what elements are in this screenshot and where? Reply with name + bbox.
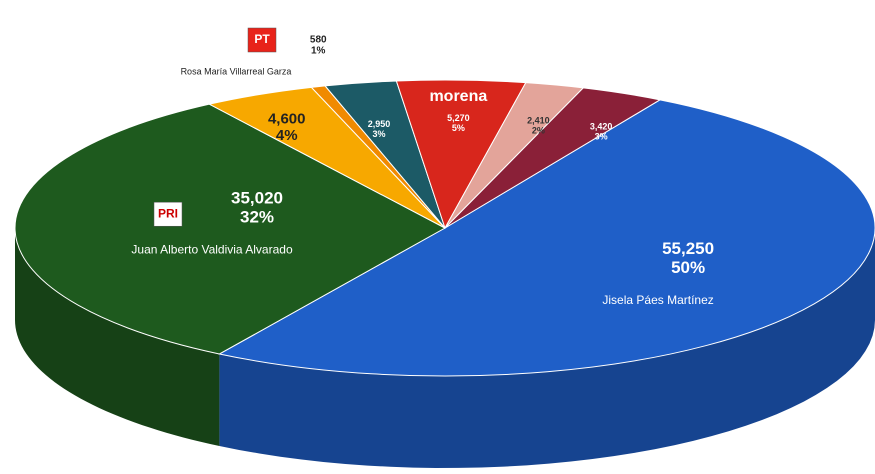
- candidate-name: Juan Alberto Valdivia Alvarado: [131, 242, 293, 256]
- value-label: 5,270: [447, 113, 470, 123]
- slice-side: [219, 228, 875, 468]
- percent-label: 3%: [373, 129, 386, 139]
- party-logo-text: morena: [429, 88, 487, 105]
- party-logo-text: PRI: [158, 206, 178, 220]
- value-label: 3,420: [590, 122, 613, 132]
- slice: [444, 87, 662, 229]
- percent-label: 4%: [276, 127, 298, 144]
- candidate-name: Rosa María Villarreal Garza: [181, 66, 292, 76]
- value-label: 580: [310, 35, 327, 46]
- value-label: 35,020: [231, 189, 283, 208]
- value-label: 2,950: [368, 119, 391, 129]
- percent-label: 5%: [452, 123, 465, 133]
- value-label: 2,410: [527, 116, 550, 126]
- percent-label: 3%: [595, 132, 608, 142]
- percent-label: 32%: [240, 207, 274, 226]
- slice: [217, 99, 875, 377]
- percent-label: 1%: [311, 46, 326, 57]
- party-logo-text: PT: [254, 32, 270, 46]
- percent-label: 2%: [532, 126, 545, 136]
- party-logo: [247, 27, 277, 53]
- candidate-name: Jisela Páes Martínez: [602, 293, 713, 307]
- slice-side: [15, 228, 220, 446]
- percent-label: 50%: [671, 258, 705, 277]
- party-logo: [153, 201, 183, 227]
- value-label: 55,250: [662, 239, 714, 258]
- slice: [14, 103, 447, 355]
- value-label: 4,600: [268, 111, 306, 128]
